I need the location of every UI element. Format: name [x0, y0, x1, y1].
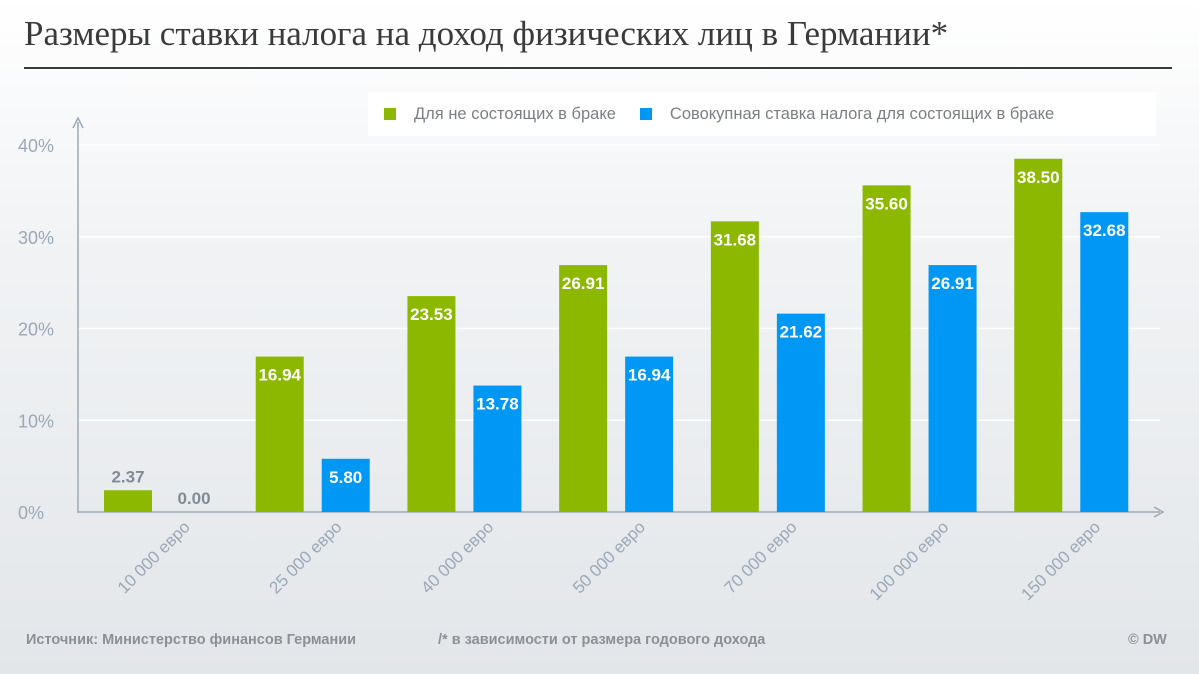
- bar-value-label: 32.68: [1083, 221, 1126, 240]
- chart-legend: Для не состоящих в браке Совокупная став…: [368, 92, 1156, 136]
- bar-value-label: 35.60: [865, 194, 908, 213]
- y-tick-label: 30%: [18, 228, 54, 248]
- bar-value-label: 13.78: [476, 395, 519, 414]
- bar-value-label: 26.91: [931, 274, 974, 293]
- source-note: Источник: Министерство финансов Германии: [26, 632, 357, 648]
- x-tick-label: 150 000 евро: [1017, 517, 1104, 604]
- x-tick-label: 10 000 евро: [114, 517, 194, 597]
- bar-value-label: 21.62: [780, 323, 823, 342]
- bar-married: [928, 265, 977, 512]
- y-tick-label: 40%: [18, 136, 54, 156]
- copyright: © DW: [1128, 632, 1167, 648]
- bar-single: [710, 221, 759, 512]
- legend-swatch-married: [639, 108, 652, 120]
- bar-value-label: 0.00: [177, 489, 210, 508]
- bar-single: [559, 265, 608, 512]
- chart-title: Размеры ставки налога на доход физически…: [24, 14, 949, 53]
- y-tick-label: 10%: [18, 411, 54, 431]
- x-tick-label: 50 000 евро: [569, 517, 649, 597]
- y-axis-arrow: [72, 116, 84, 129]
- legend-swatch-single: [384, 108, 396, 120]
- bar-married: [776, 313, 825, 512]
- x-axis-arrow: [1153, 506, 1165, 518]
- legend-item-married: Совокупная ставка налога для состоящих в…: [639, 104, 1055, 124]
- bar-value-label: 23.53: [410, 305, 453, 324]
- bar-value-label: 31.68: [714, 230, 757, 249]
- bar-married: [625, 356, 674, 512]
- y-tick-label: 0%: [18, 503, 44, 523]
- bar-single: [407, 296, 456, 512]
- x-tick-label: 100 000 евро: [866, 517, 953, 604]
- bar-single: [1014, 158, 1063, 512]
- bar-value-label: 5.80: [329, 468, 362, 487]
- legend-item-single: Для не состоящих в браке: [384, 105, 616, 124]
- x-tick-label: 25 000 евро: [266, 517, 346, 597]
- title-divider: [24, 67, 1172, 69]
- bar-value-label: 2.37: [111, 467, 144, 486]
- bar-value-label: 38.50: [1017, 168, 1060, 187]
- bar-value-label: 16.94: [258, 366, 301, 385]
- bar-married: [1080, 212, 1129, 512]
- bar-value-label: 16.94: [628, 366, 671, 385]
- bar-married: [321, 458, 370, 512]
- bar-married: [473, 385, 522, 512]
- y-tick-label: 20%: [18, 320, 54, 340]
- x-tick-label: 40 000 евро: [417, 517, 497, 597]
- bar-value-label: 26.91: [562, 274, 605, 293]
- footnote: /* в зависимости от размера годового дох…: [438, 632, 766, 648]
- bar-single: [862, 185, 911, 512]
- bar-single: [255, 356, 304, 512]
- legend-label-married: Совокупная ставка налога для состоящих в…: [669, 104, 1055, 123]
- bar-single: [104, 490, 152, 512]
- x-tick-label: 70 000 евро: [721, 517, 801, 597]
- legend-label-single: Для не состоящих в браке: [414, 104, 616, 123]
